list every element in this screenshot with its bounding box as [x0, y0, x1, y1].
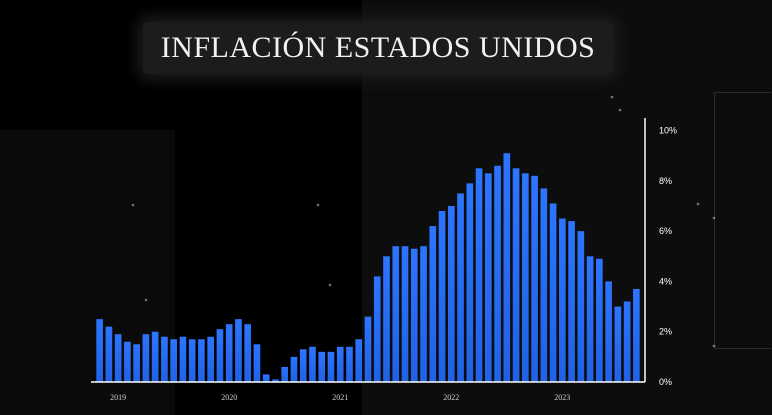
- x-tick-label: 2019: [110, 393, 126, 402]
- bar: [549, 203, 557, 382]
- bar: [355, 339, 363, 382]
- bar: [494, 165, 501, 382]
- bar: [133, 344, 140, 382]
- y-tick-label: 8%: [659, 176, 672, 186]
- decorative-dot: [144, 298, 148, 302]
- decorative-dot: [316, 203, 320, 207]
- y-tick-label: 0%: [659, 377, 672, 387]
- bar: [623, 301, 631, 382]
- bar: [161, 336, 168, 382]
- bar: [105, 326, 113, 382]
- x-axis-ticks: 2019 2020 2021 2022 2023: [110, 393, 570, 402]
- chart-title: INFLACIÓN ESTADOS UNIDOS: [160, 31, 596, 64]
- bar: [438, 211, 446, 382]
- decorative-dot: [696, 202, 700, 206]
- bar: [216, 329, 224, 382]
- title-banner: INFLACIÓN ESTADOS UNIDOS: [143, 22, 613, 74]
- bars-group: [96, 153, 640, 382]
- bar: [179, 336, 187, 382]
- x-tick-label: 2021: [332, 393, 348, 402]
- bar: [466, 183, 474, 382]
- y-tick-label: 10%: [659, 126, 677, 136]
- bar: [447, 206, 455, 382]
- x-tick-label: 2023: [554, 393, 570, 402]
- bar: [281, 366, 289, 382]
- bar: [114, 334, 122, 382]
- x-tick-label: 2020: [221, 393, 237, 402]
- bar: [512, 168, 520, 382]
- bar: [614, 306, 622, 382]
- bar: [633, 288, 640, 382]
- decorative-dot: [328, 283, 332, 287]
- bar: [596, 258, 603, 382]
- bar: [272, 379, 279, 382]
- y-tick-label: 2%: [659, 327, 672, 337]
- bar: [170, 339, 177, 382]
- bar: [327, 351, 335, 382]
- bar: [142, 334, 150, 382]
- bar: [401, 246, 409, 382]
- bar: [188, 339, 196, 382]
- bar: [383, 256, 390, 382]
- decorative-frame: [714, 92, 771, 349]
- bar: [151, 331, 159, 382]
- bar: [318, 351, 326, 382]
- bar: [244, 324, 252, 382]
- decorative-dots: [131, 95, 716, 348]
- bar: [540, 188, 548, 382]
- y-tick-label: 4%: [659, 276, 672, 286]
- bar: [309, 346, 316, 382]
- bar: [364, 316, 372, 382]
- bar: [484, 173, 492, 382]
- bar: [253, 344, 261, 382]
- decorative-dot: [131, 203, 135, 207]
- bar: [559, 218, 566, 382]
- x-tick-label: 2022: [443, 393, 459, 402]
- bar: [457, 193, 464, 382]
- bar: [96, 319, 103, 382]
- bar: [475, 168, 483, 382]
- bar: [299, 349, 307, 382]
- bar: [198, 339, 205, 382]
- bar: [420, 246, 427, 382]
- bar: [605, 281, 612, 382]
- bar: [207, 336, 215, 382]
- bar: [336, 346, 344, 382]
- decorative-dot: [610, 95, 614, 99]
- bar: [373, 276, 381, 382]
- y-axis-ticks: 0% 2% 4% 6% 8% 10%: [659, 126, 677, 387]
- bar: [225, 324, 233, 382]
- bar: [531, 175, 538, 382]
- bar: [503, 153, 511, 382]
- decorative-dot: [712, 216, 716, 220]
- bar: [577, 231, 585, 382]
- bar: [124, 341, 131, 382]
- bar: [290, 356, 298, 382]
- bar: [521, 173, 529, 382]
- bar: [235, 319, 242, 382]
- decorative-dot: [618, 108, 622, 112]
- decorative-dot: [712, 344, 716, 348]
- bar: [262, 374, 270, 382]
- bar: [568, 221, 575, 382]
- bar: [410, 248, 418, 382]
- bar: [392, 246, 400, 382]
- bar: [346, 346, 353, 382]
- y-tick-label: 6%: [659, 226, 672, 236]
- bar: [586, 256, 594, 382]
- bar: [429, 226, 437, 382]
